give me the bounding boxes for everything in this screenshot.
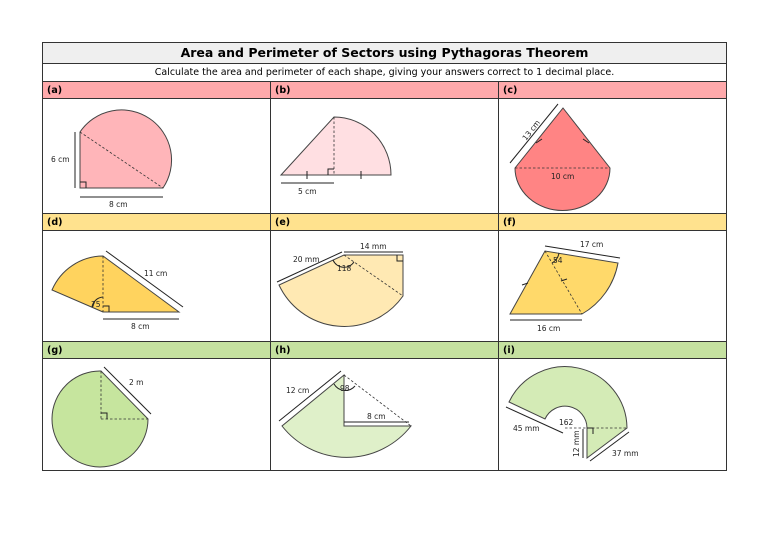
measure-label: 8 cm (109, 200, 128, 209)
figure-e: 20 mm 14 mm 118 (271, 231, 499, 342)
problem-label-d: (d) (43, 214, 271, 231)
measure-label: 12 cm (286, 386, 309, 395)
measure-label: 16 cm (537, 324, 560, 333)
shape-f: 17 cm 16 cm 54 (509, 240, 621, 333)
shape-d: 11 cm 8 cm 75 (51, 250, 184, 331)
shape-i: 45 mm 162 12 mm 37 mm (505, 366, 639, 462)
figure-f: 17 cm 16 cm 54 (499, 231, 726, 342)
problem-label-c: (c) (499, 82, 726, 99)
shape-c: 13 cm 10 cm (509, 103, 611, 211)
measure-label: 8 cm (367, 412, 386, 421)
angle-label: 118 (337, 264, 352, 273)
figure-h: 12 cm 8 cm 98 (271, 359, 499, 470)
worksheet-title: Area and Perimeter of Sectors using Pyth… (43, 43, 726, 64)
problem-label-a: (a) (43, 82, 271, 99)
measure-label: 6 cm (51, 155, 70, 164)
figure-b: 5 cm (271, 99, 499, 214)
problem-label-g: (g) (43, 342, 271, 359)
angle-label: 75 (91, 300, 101, 309)
shape-a: 6 cm 8 cm (51, 109, 173, 209)
measure-label: 10 cm (551, 172, 574, 181)
worksheet: Area and Perimeter of Sectors using Pyth… (42, 42, 727, 471)
problem-label-b: (b) (271, 82, 499, 99)
figure-c: 13 cm 10 cm (499, 99, 726, 214)
measure-label: 12 mm (572, 430, 581, 457)
figure-i: 45 mm 162 12 mm 37 mm (499, 359, 726, 470)
measure-label: 14 mm (360, 242, 387, 251)
problem-label-i: (i) (499, 342, 726, 359)
measure-label: 5 cm (298, 187, 317, 196)
measure-label: 17 cm (580, 240, 603, 249)
shape-h: 12 cm 8 cm 98 (278, 370, 413, 458)
problem-label-h: (h) (271, 342, 499, 359)
shape-g: 2 m (51, 366, 152, 468)
instructions: Calculate the area and perimeter of each… (43, 64, 726, 82)
problem-label-e: (e) (271, 214, 499, 231)
measure-label: 8 cm (131, 322, 150, 331)
measure-label: 11 cm (144, 269, 167, 278)
measure-label: 20 mm (293, 255, 320, 264)
shape-b: 5 cm (279, 116, 392, 196)
figure-a: 6 cm 8 cm (43, 99, 271, 214)
measure-label: 37 mm (612, 449, 639, 458)
problem-label-f: (f) (499, 214, 726, 231)
angle-label: 54 (553, 256, 563, 265)
shape-e: 20 mm 14 mm 118 (276, 242, 404, 327)
measure-label: 2 m (129, 378, 143, 387)
figure-g: 2 m (43, 359, 271, 470)
angle-label: 98 (340, 384, 350, 393)
figure-d: 11 cm 8 cm 75 (43, 231, 271, 342)
measure-label: 45 mm (513, 424, 540, 433)
angle-label: 162 (559, 418, 574, 427)
